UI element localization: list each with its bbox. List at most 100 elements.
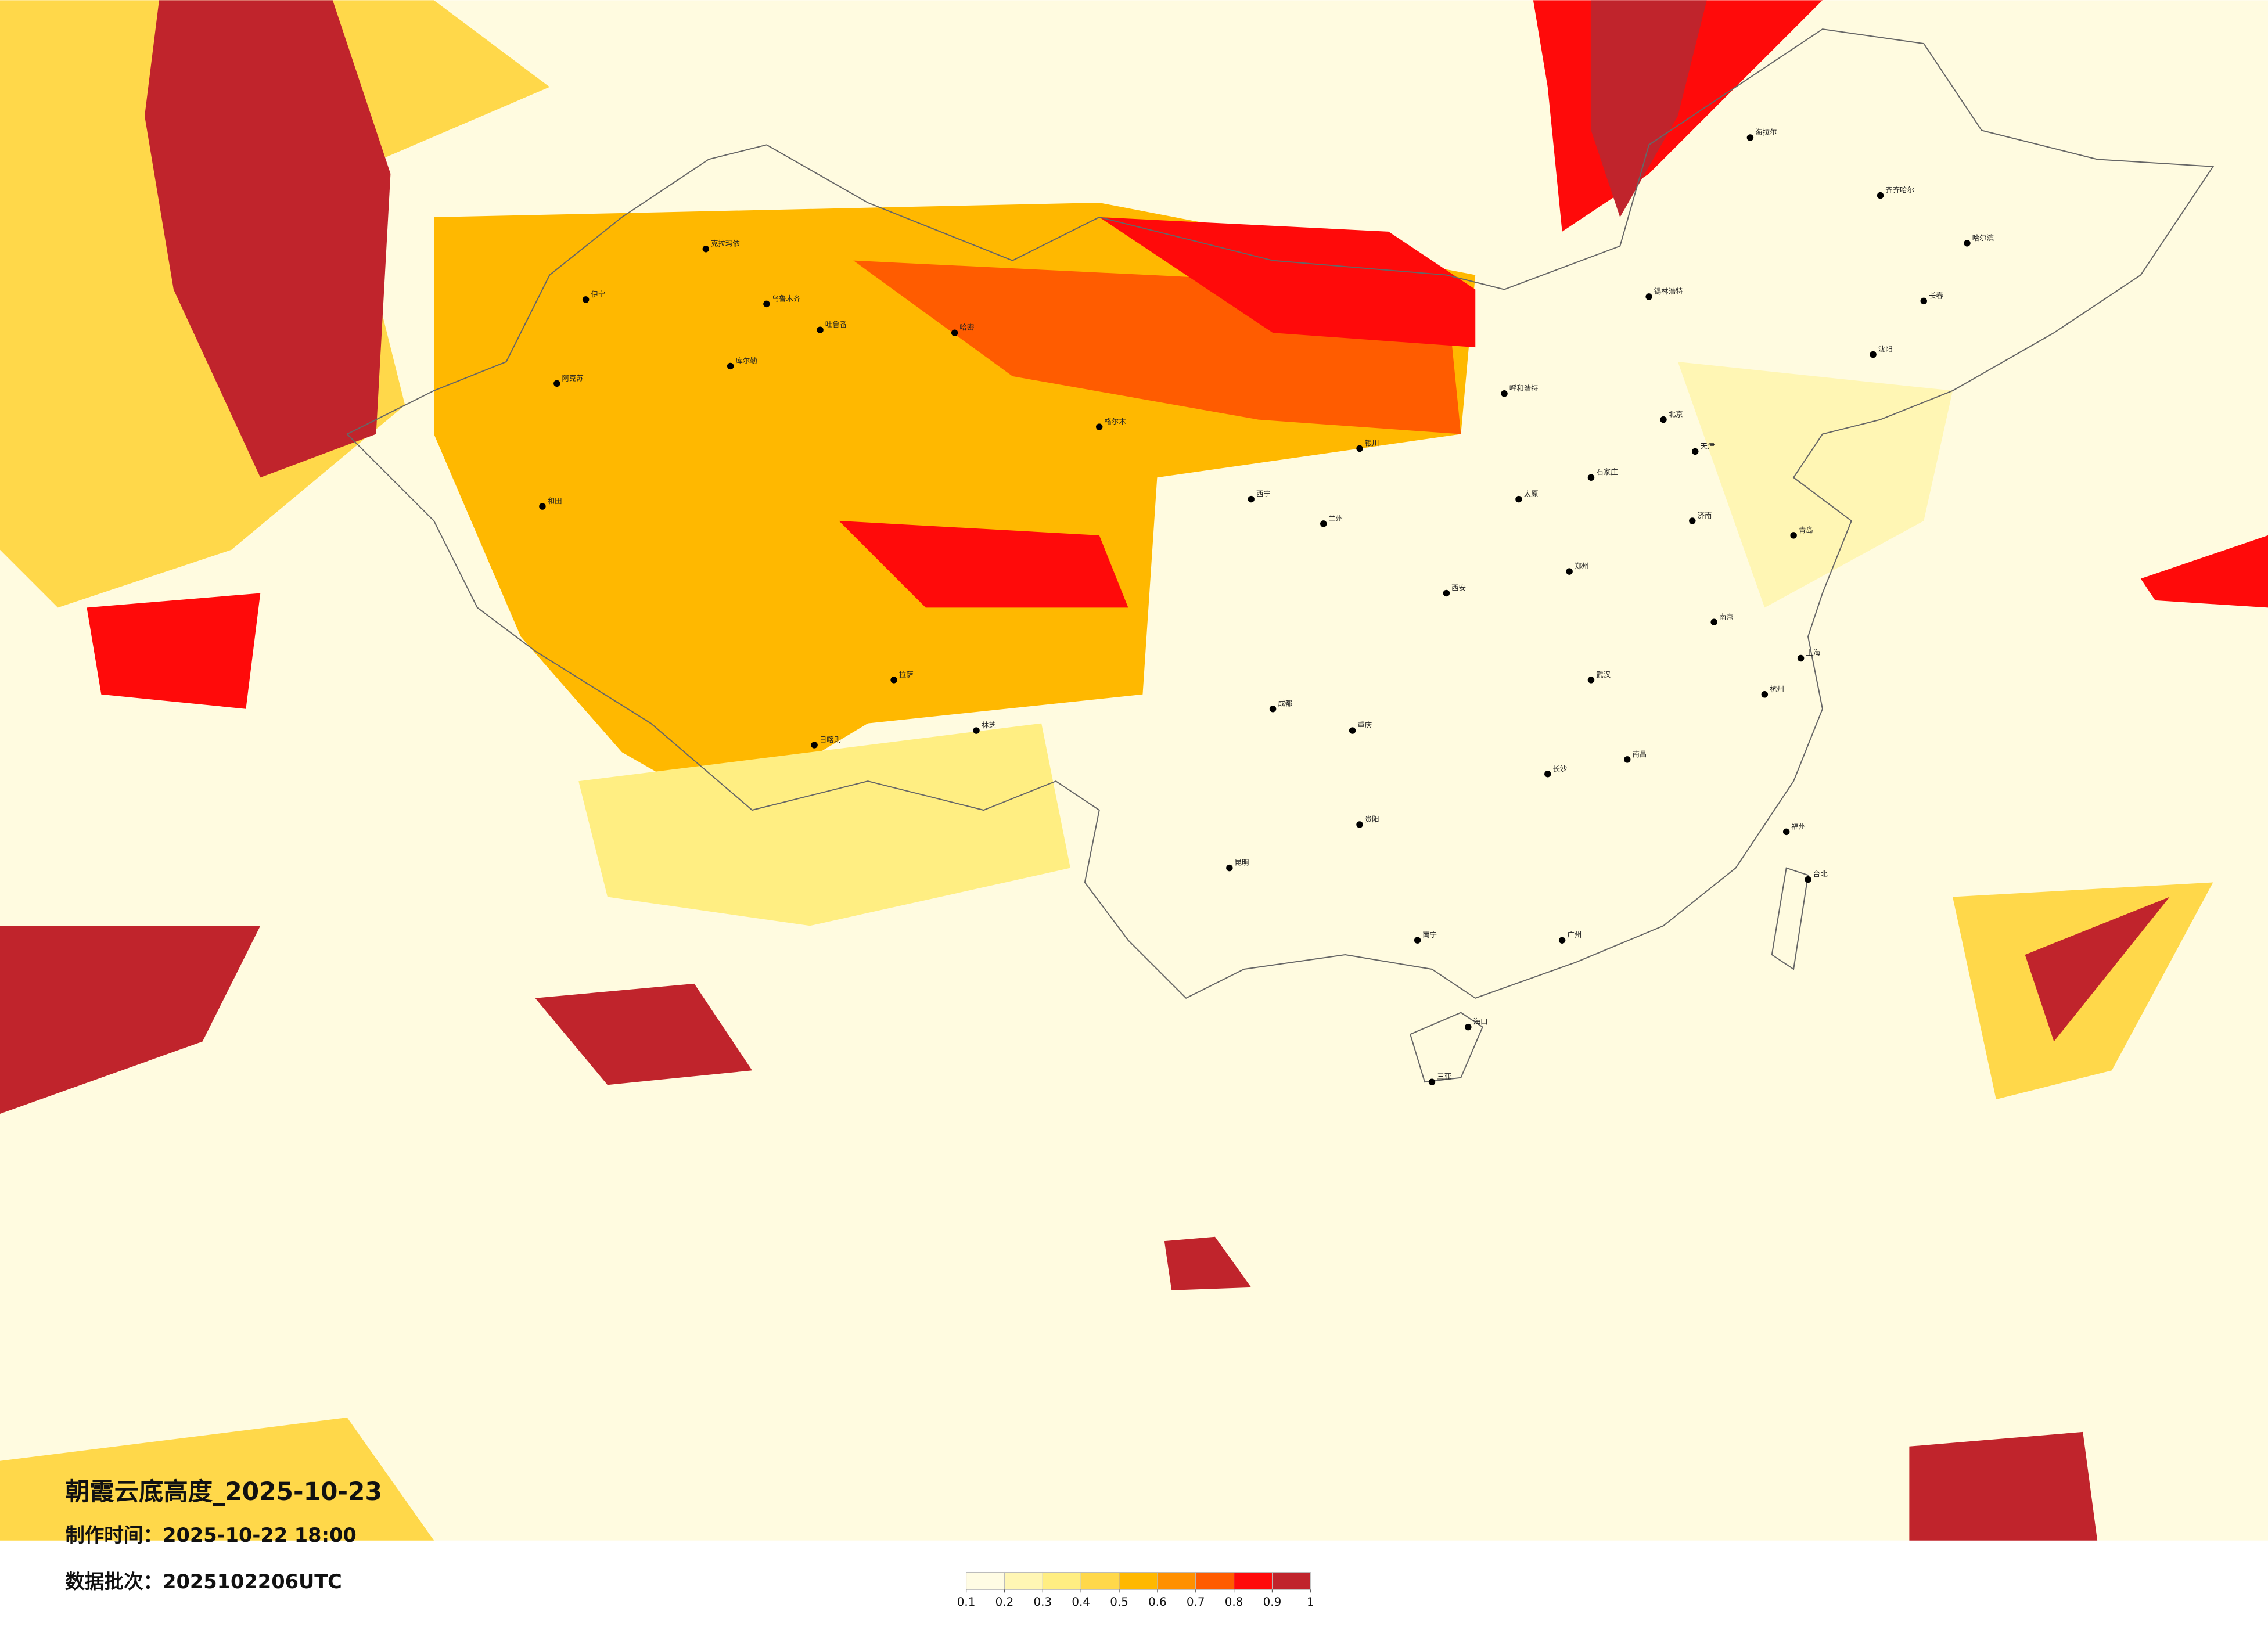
city-dot [1587,474,1595,481]
city-label: 贵阳 [1365,815,1379,823]
cloud-region [578,723,1070,926]
city-label: 济南 [1698,511,1712,520]
city-label: 拉萨 [899,670,914,679]
city-dot [1920,297,1928,305]
city-label: 兰州 [1328,514,1343,523]
city-dot [1501,390,1508,397]
cloud-region [535,983,753,1085]
city-dot [973,727,980,734]
city-label: 南昌 [1632,750,1647,758]
city-dot [727,362,734,370]
legend-tick-label: 0.2 [995,1595,1014,1609]
city-dot [951,329,958,336]
city-dot [1870,351,1877,358]
city-label: 郑州 [1575,562,1589,570]
city-label: 伊宁 [591,290,605,298]
city-label: 库尔勒 [735,356,757,365]
city-dot [1356,445,1363,452]
city-label: 锡林浩特 [1654,287,1683,296]
island [1771,867,1809,970]
city-label: 石家庄 [1596,467,1618,476]
city-dot [582,296,590,303]
city-label: 海拉尔 [1755,128,1777,136]
city-label: 福州 [1791,822,1806,830]
city-label: 天津 [1701,441,1715,450]
city-dot [1558,937,1566,944]
city-label: 杭州 [1770,685,1784,693]
legend: 0.1 0.2 0.3 0.4 0.5 0.6 0.7 0.8 0.9 1 [957,1571,1314,1609]
city-dot [553,380,560,387]
city-dot [1587,677,1595,684]
city-dot [817,326,824,333]
legend-swatch [1080,1571,1120,1590]
legend-tick-label: 1 [1307,1595,1314,1609]
city-label: 太原 [1524,490,1539,498]
cloud-region [0,926,261,1114]
city-dot [1226,864,1233,872]
cloud-region [2140,535,2268,608]
city-label: 上海 [1806,649,1820,657]
city-dot [702,246,710,253]
legend-tick-label: 0.5 [1110,1595,1128,1609]
cloud-region [1591,0,1707,217]
legend-swatch [966,1571,1005,1590]
city-dot [1269,705,1277,713]
city-label: 南京 [1719,612,1734,621]
legend-tick-label: 0.4 [1072,1595,1090,1609]
city-label: 吐鲁番 [825,320,847,329]
cloud-region [0,1418,434,1541]
city-label: 克拉玛依 [711,239,740,248]
city-dot [1692,448,1699,455]
city-label: 广州 [1567,930,1582,939]
title: 朝霞云底高度_2025-10-23 [65,1477,382,1506]
city-label: 呼和浩特 [1509,384,1539,393]
legend-swatch [1004,1571,1043,1590]
legend-swatch [1157,1571,1196,1590]
city-label: 南宁 [1422,930,1437,939]
city-dot [1349,727,1356,734]
heat-field [0,0,2268,1541]
legend-swatch [1271,1571,1311,1590]
city-label: 沈阳 [1878,345,1893,354]
city-dot [1805,876,1811,883]
city-dot [763,300,770,308]
city-label: 长春 [1929,291,1943,300]
city-dot [539,503,546,510]
city-dot [1645,293,1652,300]
city-label: 昆明 [1235,858,1249,867]
city-dot [1248,495,1255,503]
legend-swatch [1195,1571,1235,1590]
city-label: 重庆 [1357,721,1372,729]
city-dot [1544,771,1551,778]
city-label: 北京 [1669,410,1683,419]
legend-tick-label: 0.6 [1148,1595,1167,1609]
cloud-region [145,0,391,478]
city-label: 齐齐哈尔 [1885,186,1914,195]
city-dot [1797,654,1805,662]
city-dot [1515,495,1522,503]
cloud-region [2025,897,2170,1042]
city-dot [1320,520,1327,527]
cloud-region [87,593,261,709]
made-time: 制作时间：2025-10-22 18:00 [65,1524,357,1546]
city-dot [1356,821,1363,828]
city-dot [1428,1078,1436,1085]
city-dot [1746,134,1754,141]
legend-tick-label: 0.1 [957,1595,976,1609]
cloud-region [839,520,1128,608]
city-label: 西安 [1451,583,1466,592]
city-dot [1964,240,1971,247]
city-label: 海口 [1473,1017,1488,1026]
city-label: 日喀则 [820,735,841,744]
legend-tick-label: 0.3 [1033,1595,1052,1609]
border [346,28,2215,999]
city-dot [811,742,818,749]
city-dot [1414,937,1421,944]
data-batch: 数据批次：2025102206UTC [65,1570,342,1593]
city-label: 哈密 [959,323,974,332]
cloud-region [1909,1431,2098,1541]
city-dot [1877,192,1884,199]
city-label: 阿克苏 [562,373,584,382]
